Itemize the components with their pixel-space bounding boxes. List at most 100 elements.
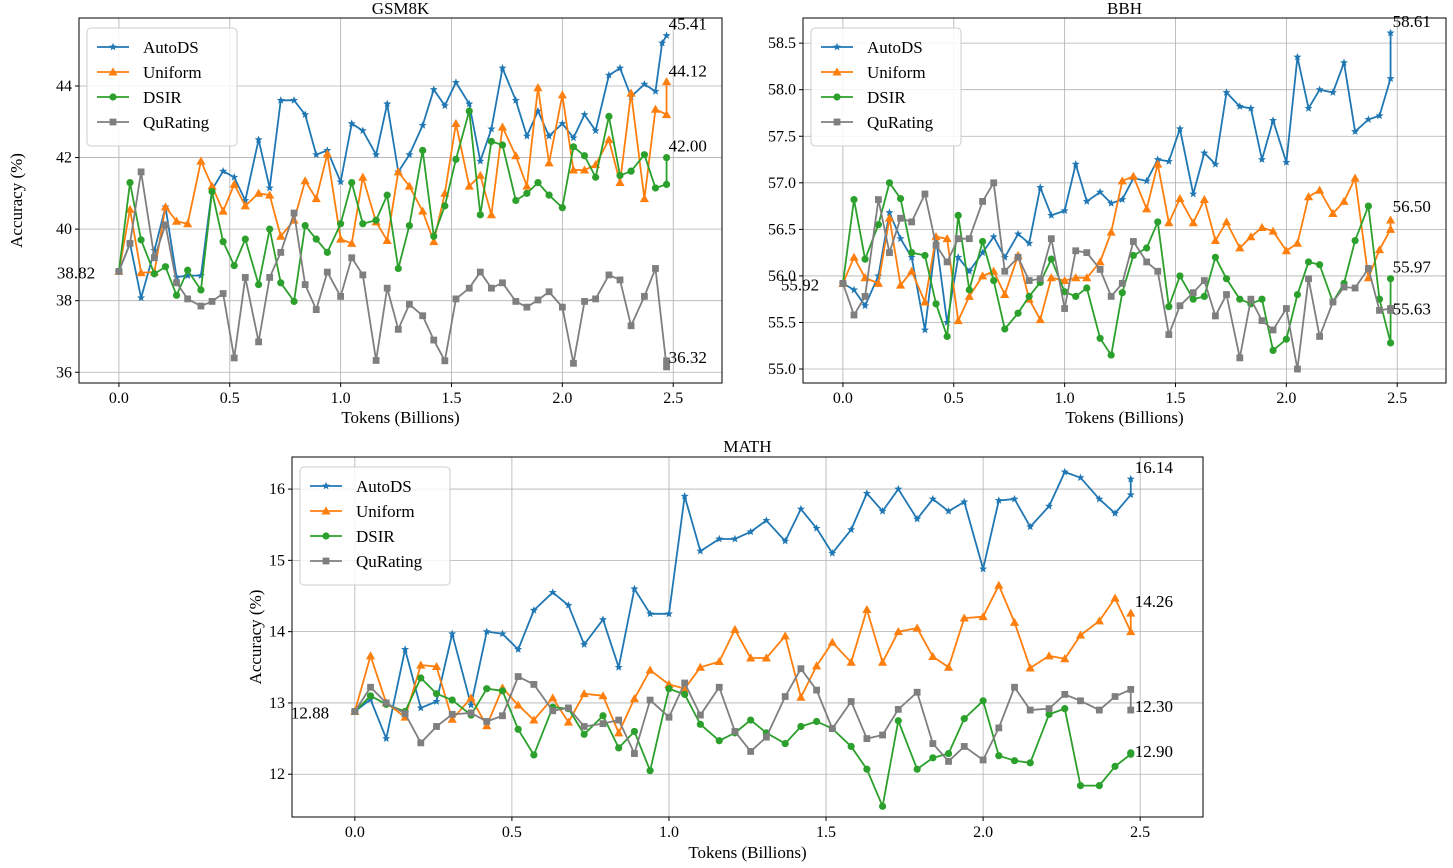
data-point-uniform bbox=[1110, 593, 1120, 602]
data-point-dsir bbox=[1061, 288, 1069, 296]
data-point-qurating bbox=[448, 710, 456, 718]
data-point-autods bbox=[432, 697, 441, 705]
data-point-uniform bbox=[1199, 194, 1209, 204]
plot-frame bbox=[78, 17, 723, 384]
data-point-uniform bbox=[1175, 194, 1185, 203]
x-tick-label: 2.5 bbox=[663, 390, 683, 407]
data-point-uniform bbox=[336, 234, 346, 243]
data-point-uniform bbox=[695, 662, 705, 671]
data-point-dsir bbox=[219, 238, 227, 246]
data-point-qurating bbox=[1200, 277, 1208, 284]
data-point-uniform bbox=[218, 206, 228, 215]
data-point-autods bbox=[416, 703, 425, 712]
y-tick-label: 56.0 bbox=[768, 268, 796, 285]
y-axis-label: Accuracy (%) bbox=[246, 590, 265, 685]
data-point-autods bbox=[1060, 467, 1069, 476]
data-point-autods bbox=[664, 609, 673, 618]
data-point-autods bbox=[1076, 473, 1085, 482]
series-uniform bbox=[838, 159, 1396, 325]
data-point-qurating bbox=[1095, 706, 1103, 714]
data-point-qurating bbox=[230, 354, 238, 362]
data-point-uniform bbox=[1046, 273, 1056, 282]
data-point-dsir bbox=[161, 263, 170, 271]
legend-marker-autods bbox=[322, 481, 330, 490]
data-point-autods bbox=[1386, 74, 1395, 82]
data-point-autods bbox=[580, 640, 589, 648]
data-point-qurating bbox=[731, 728, 739, 735]
data-point-dsir bbox=[616, 171, 624, 180]
data-point-dsir bbox=[301, 221, 309, 230]
series-uniform bbox=[114, 77, 672, 277]
data-point-dsir bbox=[1386, 275, 1395, 283]
data-point-dsir bbox=[1154, 218, 1162, 226]
data-point-qurating bbox=[1305, 275, 1312, 283]
data-point-uniform bbox=[827, 637, 837, 646]
data-point-dsir bbox=[990, 276, 998, 285]
chart-title: BBH bbox=[1107, 0, 1142, 18]
data-point-qurating bbox=[351, 708, 359, 715]
y-tick-label: 55.0 bbox=[768, 361, 796, 378]
data-point-autods bbox=[1269, 116, 1278, 124]
data-point-dsir bbox=[1351, 236, 1359, 245]
data-point-dsir bbox=[630, 727, 639, 736]
legend-marker-qurating bbox=[833, 118, 841, 126]
data-point-dsir bbox=[405, 221, 413, 230]
data-point-autods bbox=[312, 150, 321, 159]
data-point-autods bbox=[230, 173, 239, 181]
panel-math: 0.0 0.5 1.0 1.5 2.0 2.5 12 13 14 15 16 MATH Tokens (… bbox=[246, 437, 1204, 862]
data-point-dsir bbox=[230, 262, 238, 270]
data-point-autods bbox=[828, 549, 837, 557]
data-point-dsir bbox=[1293, 290, 1302, 299]
data-point-qurating bbox=[960, 743, 968, 750]
y-tick-label: 14 bbox=[269, 624, 285, 641]
data-point-autods bbox=[1315, 85, 1324, 94]
data-point-autods bbox=[487, 124, 496, 133]
annotation-final-qurating: 55.63 bbox=[1393, 299, 1431, 318]
data-point-qurating bbox=[1127, 685, 1135, 693]
x-tick-label: 0.5 bbox=[220, 390, 240, 407]
data-point-qurating bbox=[861, 293, 869, 300]
data-point-dsir bbox=[1111, 762, 1119, 770]
data-point-autods bbox=[172, 272, 181, 281]
data-point-dsir bbox=[277, 279, 285, 287]
data-point-dsir bbox=[781, 739, 789, 748]
data-point-autods bbox=[604, 71, 613, 79]
data-point-dsir bbox=[1222, 275, 1231, 283]
data-point-dsir bbox=[995, 752, 1003, 760]
data-point-uniform bbox=[1257, 222, 1267, 231]
data-point-qurating bbox=[886, 249, 893, 257]
data-point-dsir bbox=[1061, 705, 1069, 713]
data-point-uniform bbox=[664, 679, 674, 688]
data-point-autods bbox=[465, 99, 474, 108]
data-point-uniform bbox=[661, 77, 672, 86]
data-point-uniform bbox=[563, 717, 574, 726]
data-point-autods bbox=[276, 96, 285, 104]
data-point-dsir bbox=[512, 196, 520, 205]
data-point-qurating bbox=[1061, 690, 1069, 698]
data-point-qurating bbox=[1127, 706, 1135, 714]
data-point-qurating bbox=[184, 295, 192, 303]
data-point-autods bbox=[1071, 159, 1080, 168]
data-point-dsir bbox=[1095, 782, 1103, 790]
data-point-autods bbox=[928, 494, 937, 503]
data-point-uniform bbox=[661, 110, 672, 119]
legend-label-uniform: Uniform bbox=[356, 502, 415, 521]
data-point-autods bbox=[1026, 522, 1035, 531]
data-point-uniform bbox=[978, 612, 988, 621]
data-point-autods bbox=[418, 121, 427, 129]
data-point-uniform bbox=[429, 237, 439, 246]
data-point-qurating bbox=[1011, 683, 1018, 691]
data-point-qurating bbox=[990, 179, 998, 187]
y-axis-label: Accuracy (%) bbox=[7, 153, 26, 248]
data-point-uniform bbox=[1339, 196, 1349, 205]
data-point-dsir bbox=[126, 179, 134, 187]
data-point-qurating bbox=[197, 302, 205, 310]
data-point-autods bbox=[498, 629, 507, 638]
data-point-autods bbox=[1257, 155, 1266, 163]
data-point-autods bbox=[1047, 211, 1056, 219]
data-point-uniform bbox=[1082, 273, 1092, 282]
data-point-dsir bbox=[640, 151, 648, 159]
data-point-qurating bbox=[1329, 298, 1337, 306]
data-point-dsir bbox=[615, 744, 623, 752]
data-point-qurating bbox=[908, 218, 916, 226]
